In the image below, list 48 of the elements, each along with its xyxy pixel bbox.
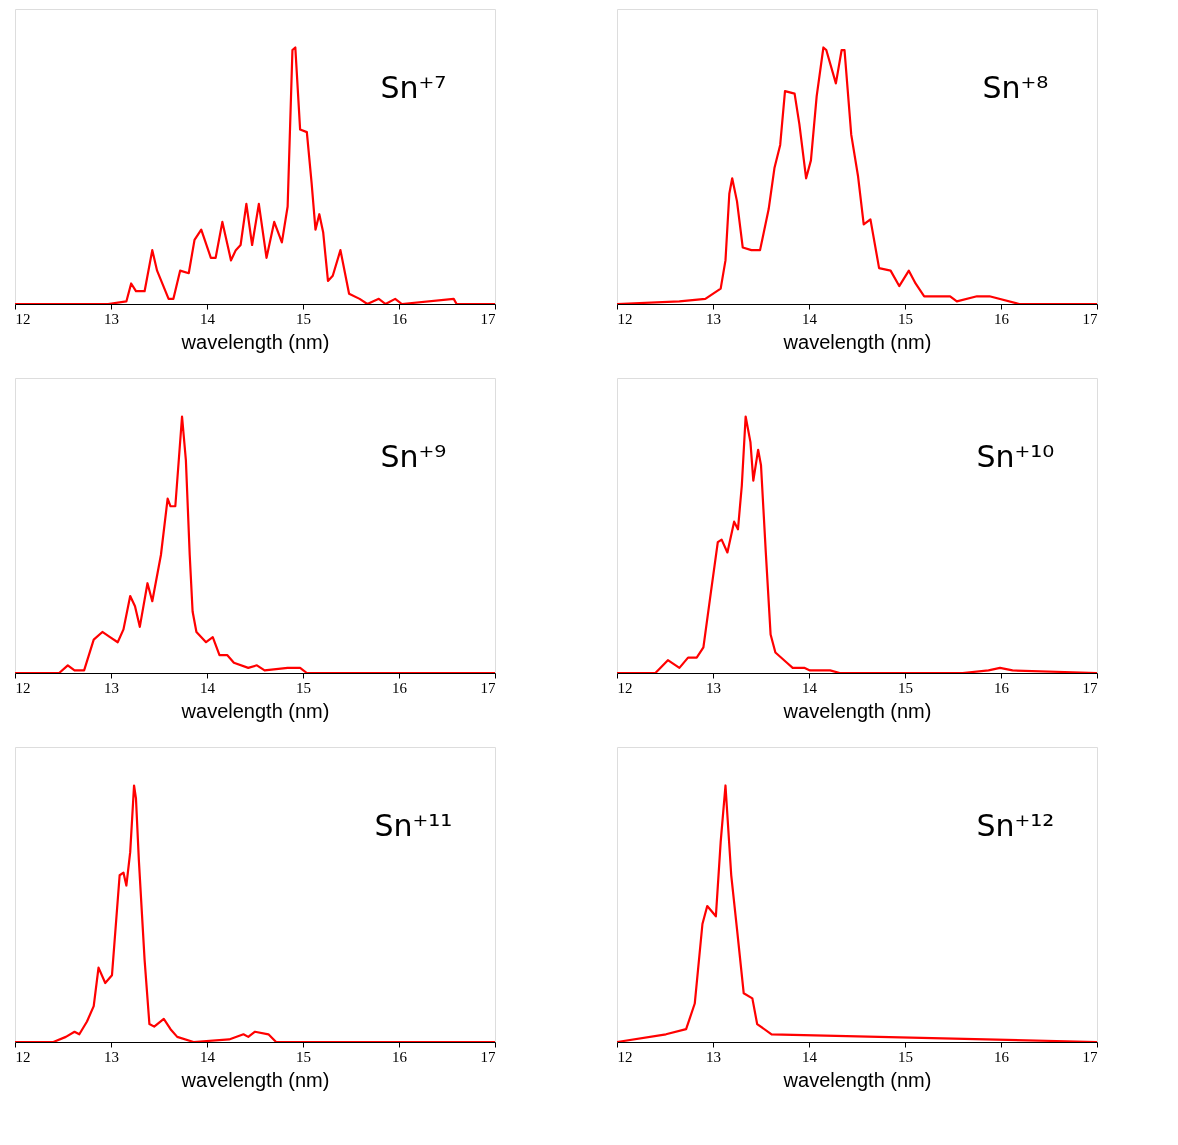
x-tick-label: 17 [480,1048,496,1065]
x-tick-label: 15 [296,1048,311,1065]
text: Sn⁺¹¹ [374,807,453,843]
x-tick-label: 13 [104,679,119,696]
x-tick-label: 14 [802,1048,818,1065]
x-tick-label: 14 [200,679,216,696]
x-tick-label: 15 [296,679,311,696]
x-tick-label: 12 [15,310,31,327]
x-tick-label: 14 [802,310,818,327]
x-tick-label: 13 [706,310,721,327]
text: Sn⁺⁷ [380,69,447,105]
x-tick-label: 12 [617,679,633,696]
x-tick-label: 14 [200,1048,216,1065]
x-axis-title: wavelength (nm) [782,1068,932,1091]
x-tick-label: 16 [994,679,1010,696]
text: Sn⁺⁹ [380,438,447,474]
x-tick-label: 12 [15,1048,31,1065]
x-tick-label: 17 [1082,679,1098,696]
x-tick-label: 14 [200,310,216,327]
x-axis-title: wavelength (nm) [782,330,932,353]
x-tick-label: 17 [480,679,496,696]
x-tick-label: 17 [480,310,496,327]
x-tick-label: 16 [392,679,408,696]
x-tick-label: 16 [994,310,1010,327]
x-tick-label: 13 [104,1048,119,1065]
x-axis-title: wavelength (nm) [782,699,932,722]
x-tick-label: 15 [898,310,913,327]
x-tick-label: 15 [898,679,913,696]
x-tick-label: 15 [296,310,311,327]
x-tick-label: 16 [392,1048,408,1065]
x-tick-label: 15 [898,1048,913,1065]
x-tick-label: 16 [994,1048,1010,1065]
text: Sn⁺⁸ [982,69,1049,105]
x-tick-label: 12 [15,679,31,696]
x-axis-title: wavelength (nm) [180,699,330,722]
x-axis-title: wavelength (nm) [180,330,330,353]
x-tick-label: 14 [802,679,818,696]
text: Sn⁺¹⁰ [976,438,1055,474]
x-tick-label: 13 [104,310,119,327]
x-tick-label: 13 [706,1048,721,1065]
x-tick-label: 17 [1082,310,1098,327]
x-tick-label: 12 [617,310,633,327]
x-tick-label: 17 [1082,1048,1098,1065]
x-tick-label: 13 [706,679,721,696]
x-tick-label: 16 [392,310,408,327]
text: Sn⁺¹² [976,807,1055,843]
x-tick-label: 12 [617,1048,633,1065]
x-axis-title: wavelength (nm) [180,1068,330,1091]
